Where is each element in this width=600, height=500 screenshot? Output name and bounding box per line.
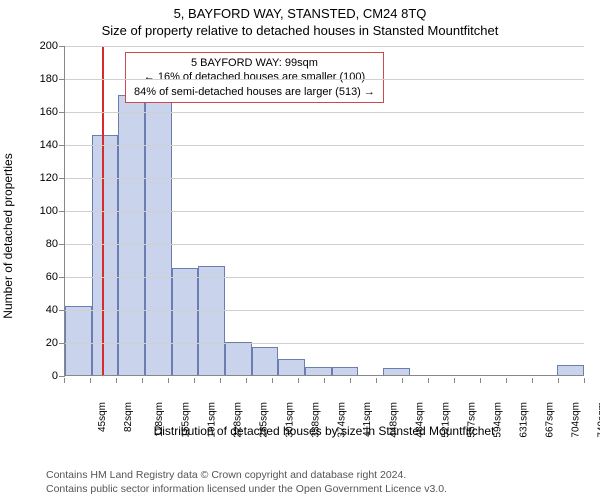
x-tick — [532, 378, 533, 383]
y-tick — [59, 112, 65, 113]
x-axis-label: Distribution of detached houses by size … — [64, 424, 584, 438]
x-tick — [558, 378, 559, 383]
y-tick — [59, 310, 65, 311]
y-tick-label: 180 — [30, 73, 58, 85]
x-tick — [194, 378, 195, 383]
histogram-bar — [92, 135, 119, 375]
x-tick — [428, 378, 429, 383]
page-title-line2: Size of property relative to detached ho… — [0, 21, 600, 42]
x-tick — [298, 378, 299, 383]
x-tick — [64, 378, 65, 383]
y-tick-label: 120 — [30, 172, 58, 184]
y-tick — [59, 79, 65, 80]
gridline-h — [65, 178, 584, 179]
x-tick — [168, 378, 169, 383]
gridline-h — [65, 112, 584, 113]
y-tick-label: 40 — [30, 304, 58, 316]
x-tick — [402, 378, 403, 383]
x-tick — [454, 378, 455, 383]
x-tick — [246, 378, 247, 383]
histogram-bar — [225, 342, 252, 375]
footer-line1: Contains HM Land Registry data © Crown c… — [46, 468, 447, 482]
plot-area: 5 BAYFORD WAY: 99sqm ← 16% of detached h… — [64, 46, 584, 376]
histogram-bar — [145, 95, 172, 375]
y-tick — [59, 46, 65, 47]
x-tick-label: 740sqm — [597, 402, 600, 438]
x-tick — [90, 378, 91, 383]
x-tick — [142, 378, 143, 383]
x-tick — [116, 378, 117, 383]
y-tick — [59, 244, 65, 245]
histogram-bar — [557, 365, 584, 375]
histogram-bar — [252, 347, 279, 375]
gridline-h — [65, 145, 584, 146]
x-tick — [480, 378, 481, 383]
annotation-line3: 84% of semi-detached houses are larger (… — [134, 85, 375, 99]
y-tick — [59, 376, 65, 377]
y-tick-label: 140 — [30, 139, 58, 151]
annotation-line2: ← 16% of detached houses are smaller (10… — [134, 70, 375, 84]
y-tick-label: 160 — [30, 106, 58, 118]
gridline-h — [65, 211, 584, 212]
y-tick-label: 60 — [30, 271, 58, 283]
y-tick-label: 20 — [30, 337, 58, 349]
y-tick — [59, 211, 65, 212]
y-axis-label: Number of detached properties — [1, 153, 15, 318]
y-tick-label: 80 — [30, 238, 58, 250]
y-tick-label: 100 — [30, 205, 58, 217]
histogram-bar — [383, 368, 410, 375]
x-tick — [272, 378, 273, 383]
annotation-box: 5 BAYFORD WAY: 99sqm ← 16% of detached h… — [125, 52, 384, 103]
histogram-bar — [278, 359, 305, 375]
x-tick — [584, 378, 585, 383]
gridline-h — [65, 343, 584, 344]
gridline-h — [65, 46, 584, 47]
gridline-h — [65, 277, 584, 278]
annotation-line1: 5 BAYFORD WAY: 99sqm — [134, 56, 375, 70]
histogram-bar — [332, 367, 359, 375]
x-tick — [506, 378, 507, 383]
y-tick — [59, 343, 65, 344]
x-ticks: 45sqm82sqm118sqm155sqm191sqm228sqm265sqm… — [64, 378, 584, 420]
x-tick — [350, 378, 351, 383]
histogram-bar — [172, 268, 199, 375]
page-title-line1: 5, BAYFORD WAY, STANSTED, CM24 8TQ — [0, 0, 600, 21]
histogram-bar — [65, 306, 92, 375]
gridline-h — [65, 244, 584, 245]
x-tick — [376, 378, 377, 383]
histogram-bar — [118, 95, 145, 375]
footer: Contains HM Land Registry data © Crown c… — [46, 468, 447, 496]
footer-line2: Contains public sector information licen… — [46, 482, 447, 496]
y-tick-label: 200 — [30, 40, 58, 52]
histogram-bar — [305, 367, 332, 375]
y-tick — [59, 178, 65, 179]
y-tick-label: 0 — [30, 370, 58, 382]
chart-container: Number of detached properties 5 BAYFORD … — [28, 46, 586, 426]
y-tick — [59, 145, 65, 146]
gridline-h — [65, 310, 584, 311]
y-tick — [59, 277, 65, 278]
histogram-bar — [198, 266, 225, 375]
x-tick — [220, 378, 221, 383]
gridline-h — [65, 79, 584, 80]
x-tick — [324, 378, 325, 383]
